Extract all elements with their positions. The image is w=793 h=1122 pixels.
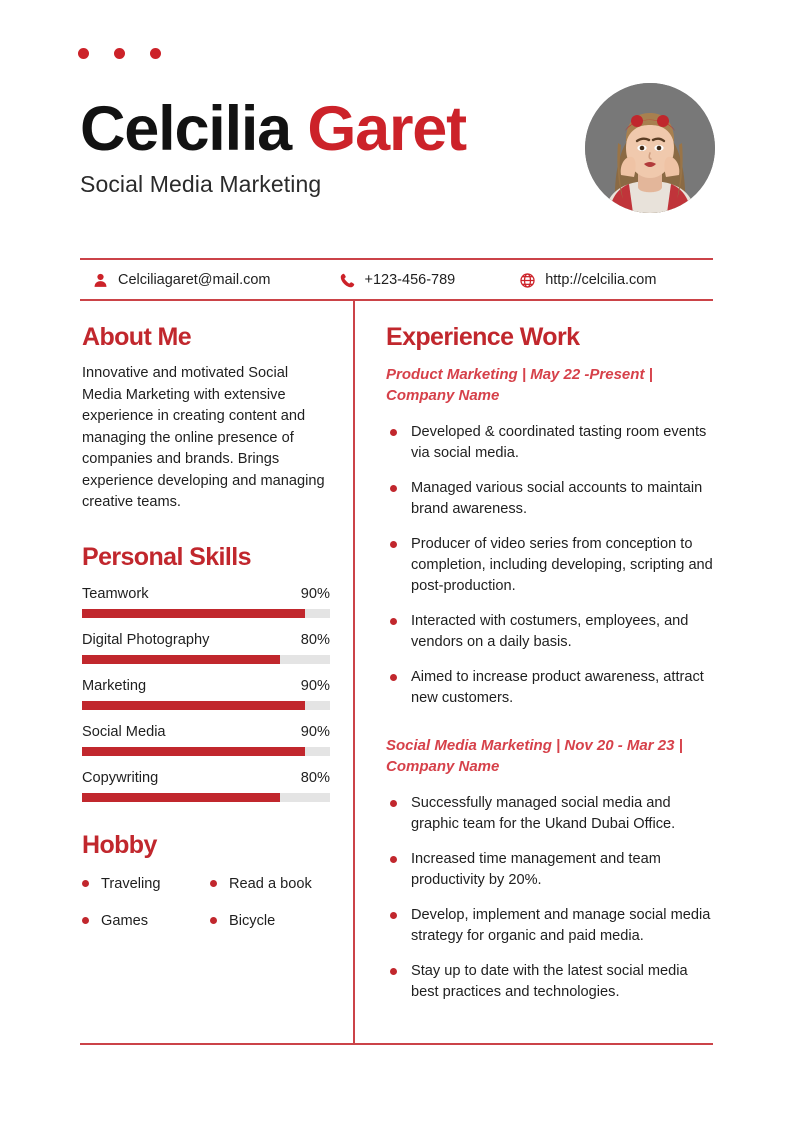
job-title: Social Media Marketing bbox=[80, 171, 322, 197]
contact-rule-top bbox=[80, 258, 713, 260]
skills-list: Teamwork 90% Digital Photography 80% Marketi… bbox=[82, 586, 330, 802]
skill-progress-fill bbox=[82, 700, 306, 710]
hobby-item-label: Games bbox=[101, 912, 149, 929]
skill-label: Social Media bbox=[82, 723, 166, 740]
page-title: Celcilia Garet bbox=[80, 93, 550, 165]
right-column: Experience Work Product Marketing | May … bbox=[386, 322, 714, 1017]
skill-progress-fill bbox=[82, 608, 306, 618]
skill-header: Social Media 90% bbox=[82, 724, 330, 740]
contact-phone-text: +123-456-789 bbox=[364, 272, 456, 288]
skill-value: 90% bbox=[300, 677, 330, 694]
first-name: Celcilia bbox=[80, 94, 292, 164]
skill-header: Marketing 90% bbox=[82, 678, 330, 694]
contact-email-text: Celciliagaret@mail.com bbox=[118, 272, 271, 288]
skill-label: Digital Photography bbox=[82, 631, 210, 648]
bullet-icon bbox=[82, 880, 89, 887]
hobby-item-label: Traveling bbox=[101, 875, 161, 892]
experience-bullet: Aimed to increase product awareness, att… bbox=[386, 667, 714, 709]
skill-row: Copywriting 80% bbox=[82, 770, 330, 802]
skill-header: Digital Photography 80% bbox=[82, 632, 330, 648]
experience-job: Social Media Marketing | Nov 20 - Mar 23… bbox=[386, 735, 714, 1003]
experience-job-meta: Social Media Marketing | Nov 20 - Mar 23… bbox=[386, 737, 683, 775]
about-title: About Me bbox=[82, 323, 192, 351]
contact-website-text: http://celcilia.com bbox=[545, 272, 657, 288]
user-icon bbox=[92, 272, 109, 289]
experience-list: Product Marketing | May 22 -Present | Co… bbox=[386, 364, 714, 1003]
avatar bbox=[585, 83, 715, 213]
skill-header: Copywriting 80% bbox=[82, 770, 330, 786]
contact-rule-bottom bbox=[80, 299, 713, 301]
experience-bullet: Increased time management and team produ… bbox=[386, 849, 714, 891]
hobby-list: Traveling Read a book Games Bicycle bbox=[82, 876, 330, 929]
dot-icon bbox=[114, 48, 125, 59]
experience-bullet: Producer of video series from conception… bbox=[386, 534, 714, 597]
globe-icon bbox=[519, 272, 536, 289]
about-section: About Me Innovative and motivated Social… bbox=[82, 322, 330, 514]
skill-value: 80% bbox=[300, 631, 330, 648]
skill-value: 80% bbox=[300, 769, 330, 786]
decorative-dots bbox=[78, 48, 161, 59]
skill-progress-track bbox=[82, 608, 330, 618]
column-divider bbox=[353, 300, 355, 1044]
experience-job-meta: Product Marketing | May 22 -Present | Co… bbox=[386, 366, 653, 404]
last-name: Garet bbox=[307, 94, 467, 164]
skill-label: Copywriting bbox=[82, 769, 159, 786]
experience-job: Product Marketing | May 22 -Present | Co… bbox=[386, 364, 714, 709]
skill-row: Teamwork 90% bbox=[82, 586, 330, 618]
dot-icon bbox=[78, 48, 89, 59]
hobby-title: Hobby bbox=[82, 830, 157, 859]
experience-bullet: Developed & coordinated tasting room eve… bbox=[386, 422, 714, 464]
experience-title: Experience Work bbox=[386, 323, 580, 351]
skill-row: Social Media 90% bbox=[82, 724, 330, 756]
skill-label: Marketing bbox=[82, 677, 147, 694]
skill-value: 90% bbox=[300, 585, 330, 602]
experience-bullet: Develop, implement and manage social med… bbox=[386, 905, 714, 947]
experience-bullet: Stay up to date with the latest social m… bbox=[386, 961, 714, 1003]
skill-progress-track bbox=[82, 792, 330, 802]
skill-row: Marketing 90% bbox=[82, 678, 330, 710]
skill-header: Teamwork 90% bbox=[82, 586, 330, 602]
skill-progress-track bbox=[82, 654, 330, 664]
skill-value: 90% bbox=[300, 723, 330, 740]
bullet-icon bbox=[210, 880, 217, 887]
skill-label: Teamwork bbox=[82, 585, 149, 602]
hobby-item: Traveling bbox=[82, 876, 210, 892]
left-column: About Me Innovative and motivated Social… bbox=[82, 322, 330, 929]
hobby-item-label: Read a book bbox=[229, 875, 312, 892]
skill-progress-fill bbox=[82, 746, 306, 756]
hobby-item: Read a book bbox=[210, 876, 330, 892]
phone-icon bbox=[339, 272, 356, 289]
experience-bullet: Successfully managed social media and gr… bbox=[386, 793, 714, 835]
contact-website[interactable]: http://celcilia.com bbox=[519, 272, 656, 289]
skills-section: Personal Skills Teamwork 90% Digital Photo… bbox=[82, 542, 330, 802]
skill-row: Digital Photography 80% bbox=[82, 632, 330, 664]
experience-bullet-list: Successfully managed social media and gr… bbox=[386, 793, 714, 1003]
contact-bar: Celciliagaret@mail.com +123-456-789 http… bbox=[80, 262, 713, 298]
contact-email[interactable]: Celciliagaret@mail.com bbox=[92, 272, 271, 289]
hobby-item-label: Bicycle bbox=[229, 912, 276, 929]
bullet-icon bbox=[82, 917, 89, 924]
hobby-section: Hobby Traveling Read a book Games Bicycle bbox=[82, 830, 330, 929]
contact-phone[interactable]: +123-456-789 bbox=[339, 272, 456, 289]
hobby-item: Bicycle bbox=[210, 913, 330, 929]
portrait-photo-icon bbox=[585, 83, 715, 213]
hobby-item: Games bbox=[82, 913, 210, 929]
skill-progress-track bbox=[82, 700, 330, 710]
skill-progress-fill bbox=[82, 654, 281, 664]
bullet-icon bbox=[210, 917, 217, 924]
skill-progress-track bbox=[82, 746, 330, 756]
skills-title: Personal Skills bbox=[82, 542, 251, 571]
experience-bullet: Interacted with costumers, employees, an… bbox=[386, 611, 714, 653]
name-block: Celcilia Garet Social Media Marketing bbox=[80, 93, 550, 198]
experience-bullet: Managed various social accounts to maint… bbox=[386, 478, 714, 520]
skill-progress-fill bbox=[82, 792, 281, 802]
about-text: Innovative and motivated Social Media Ma… bbox=[82, 365, 325, 510]
footer-rule bbox=[80, 1043, 713, 1045]
dot-icon bbox=[150, 48, 161, 59]
experience-bullet-list: Developed & coordinated tasting room eve… bbox=[386, 422, 714, 709]
